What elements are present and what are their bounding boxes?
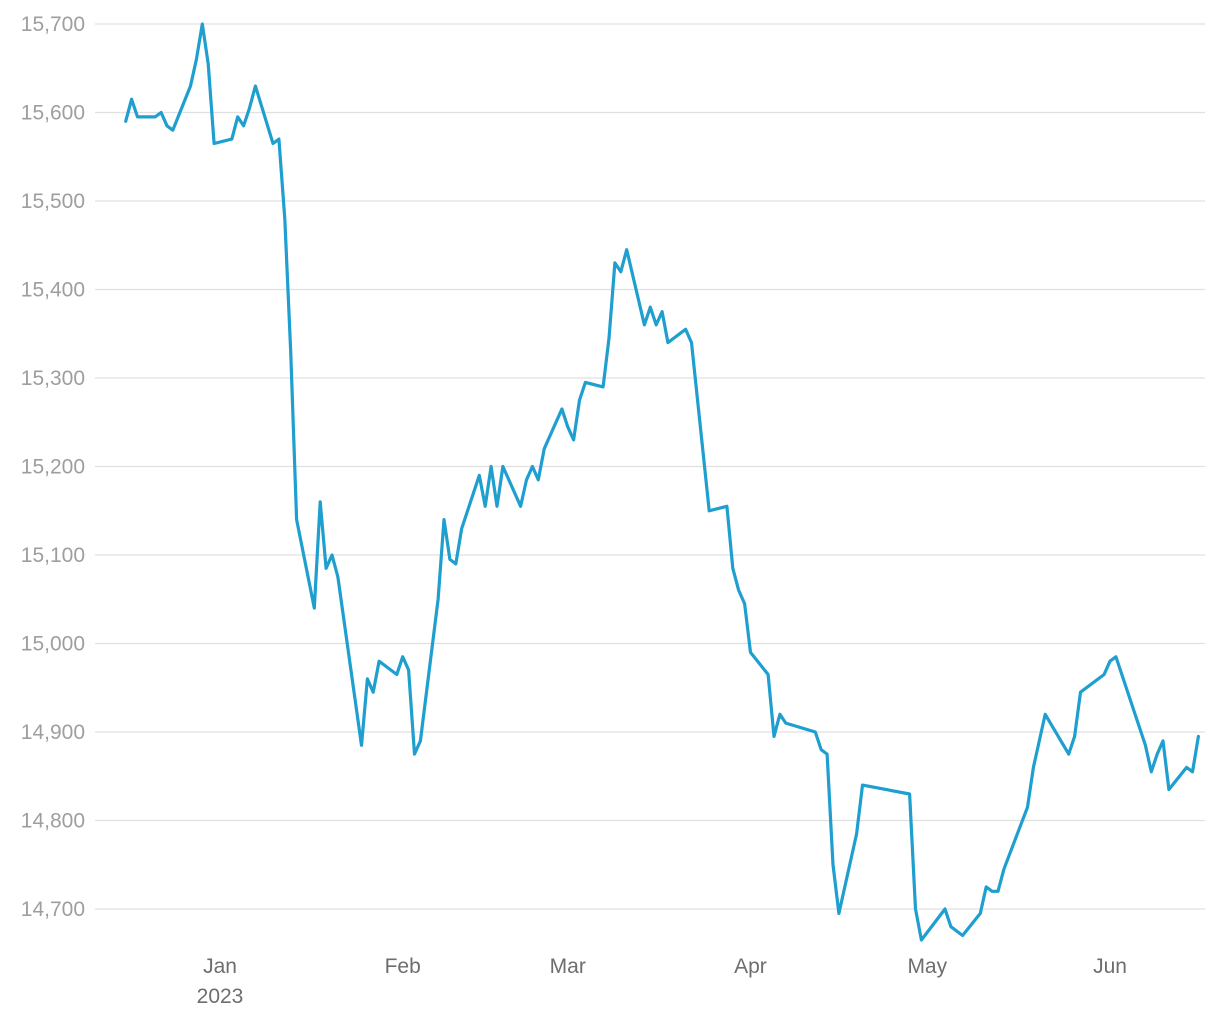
x-tick-label: Jan bbox=[203, 955, 237, 978]
x-tick-label: Apr bbox=[734, 955, 767, 978]
y-tick-label: 15,000 bbox=[21, 633, 85, 656]
series-layer bbox=[124, 22, 1200, 942]
y-tick-label: 15,200 bbox=[21, 456, 85, 479]
y-tick-label: 15,100 bbox=[21, 544, 85, 567]
x-tick-label: May bbox=[907, 955, 947, 978]
y-tick-label: 15,500 bbox=[21, 190, 85, 213]
x-tick-label: Feb bbox=[385, 955, 421, 978]
y-axis-tick-labels: 14,700 14,800 14,900 15,000 15,100 15,200 15,3… bbox=[21, 13, 85, 921]
gridlines bbox=[95, 23, 1205, 910]
x-tick-label: Mar bbox=[550, 955, 586, 978]
x-tick-sublabel: 2023 bbox=[197, 985, 244, 1008]
y-tick-label: 15,700 bbox=[21, 13, 85, 36]
y-tick-label: 14,800 bbox=[21, 810, 85, 833]
series-line bbox=[124, 22, 1200, 942]
y-tick-label: 14,900 bbox=[21, 721, 85, 744]
y-tick-label: 15,300 bbox=[21, 367, 85, 390]
x-axis-tick-labels: Jan 2023 Feb Mar Apr May Jun bbox=[197, 955, 1127, 1008]
x-tick-label: Jun bbox=[1093, 955, 1127, 978]
y-tick-label: 15,600 bbox=[21, 102, 85, 125]
y-tick-label: 14,700 bbox=[21, 898, 85, 921]
y-tick-label: 15,400 bbox=[21, 279, 85, 302]
